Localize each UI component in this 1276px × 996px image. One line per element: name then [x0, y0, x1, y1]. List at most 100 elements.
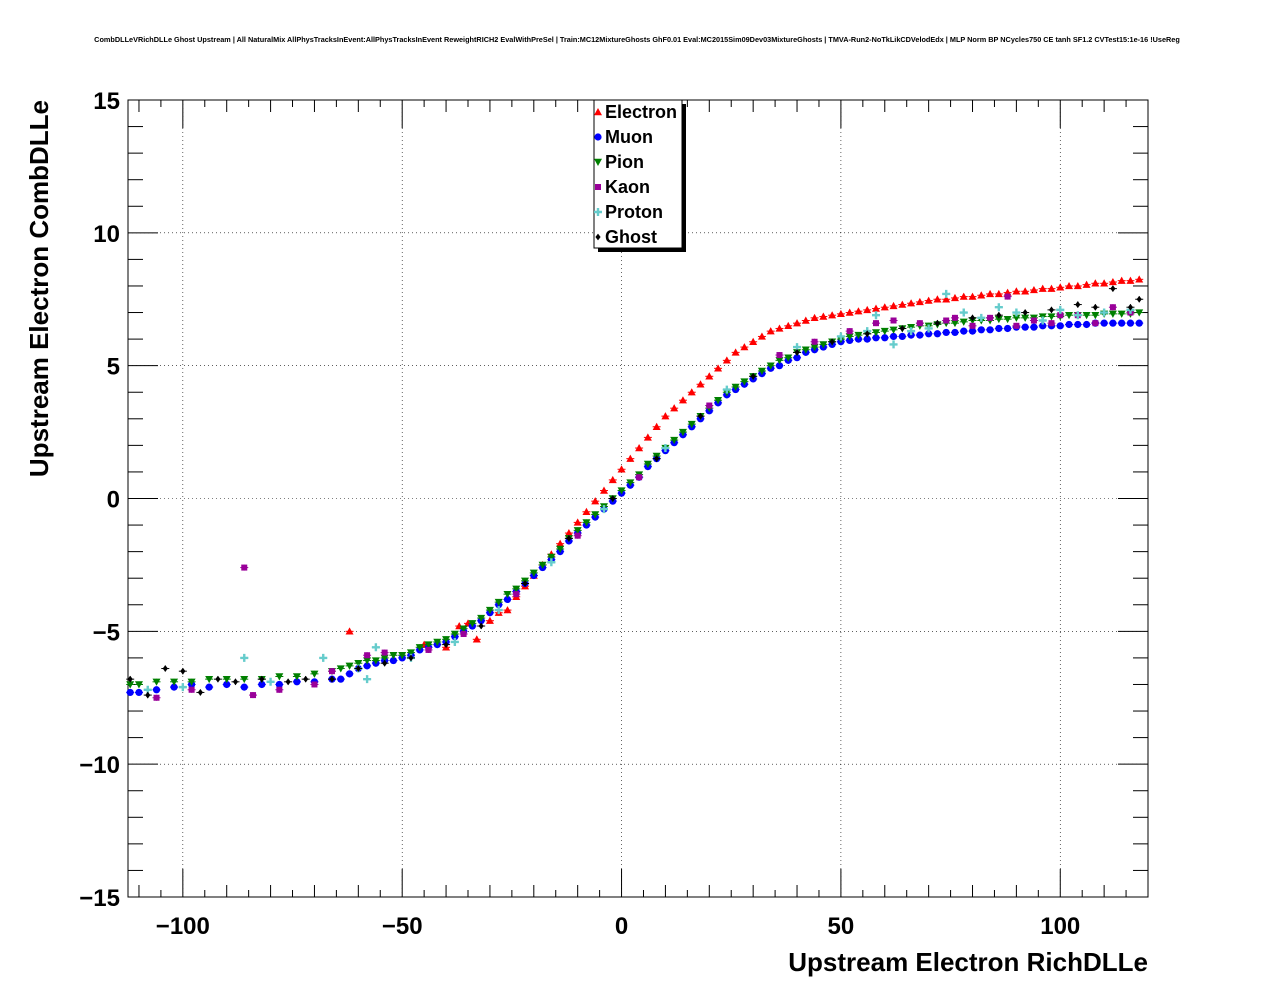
data-point-kaon — [951, 314, 958, 321]
data-point-pion — [424, 641, 433, 649]
data-point-electron — [1073, 281, 1082, 290]
data-point-electron — [472, 635, 481, 643]
data-point-electron — [801, 316, 810, 324]
data-point-ghost — [522, 580, 528, 587]
data-point-ghost — [996, 311, 1002, 319]
data-point-electron — [1108, 277, 1117, 286]
chart-title: CombDLLeVRichDLLe Ghost Upstream | All N… — [94, 35, 1180, 44]
data-point-kaon — [311, 681, 318, 688]
data-point-electron — [828, 311, 837, 319]
data-point-proton — [494, 606, 503, 615]
data-point-muon — [872, 334, 880, 342]
series-ghost — [126, 285, 1144, 699]
data-point-pion — [442, 636, 451, 644]
data-point-pion — [222, 675, 231, 684]
data-point-pion — [889, 326, 898, 334]
data-point-muon — [223, 680, 231, 689]
data-point-kaon — [1109, 304, 1116, 311]
data-point-ghost — [408, 654, 414, 662]
data-point-muon — [793, 354, 801, 362]
data-point-ghost — [1136, 295, 1142, 303]
data-point-muon — [1118, 319, 1126, 327]
legend-marker-proton — [594, 208, 602, 216]
data-point-muon — [1135, 319, 1143, 327]
data-point-ghost — [829, 338, 835, 346]
data-point-ghost — [654, 455, 660, 463]
data-point-electron — [345, 627, 354, 635]
data-point-electron — [1082, 280, 1091, 288]
data-point-pion — [994, 315, 1003, 324]
series-proton — [143, 289, 1135, 694]
legend-marker-ghost — [595, 233, 601, 241]
y-tick-label: −10 — [79, 752, 120, 779]
data-point-muon — [968, 327, 977, 335]
data-point-electron — [670, 404, 679, 412]
data-point-electron — [784, 321, 793, 330]
data-point-pion — [205, 675, 214, 684]
data-point-proton — [363, 675, 372, 684]
data-point-electron — [643, 433, 652, 441]
legend-label: Ghost — [605, 227, 657, 247]
data-point-pion — [1117, 310, 1126, 318]
data-point-muon — [1039, 322, 1047, 330]
data-point-kaon — [1057, 312, 1064, 319]
series-electron — [345, 275, 1144, 651]
data-point-muon — [775, 362, 784, 370]
data-point-kaon — [364, 652, 371, 659]
data-point-ghost — [1075, 301, 1081, 308]
data-point-electron — [722, 356, 731, 364]
data-point-electron — [503, 606, 512, 614]
y-tick-label: 15 — [93, 88, 120, 115]
data-point-ghost — [303, 675, 309, 683]
data-point-proton — [1038, 316, 1047, 325]
data-point-electron — [775, 324, 784, 332]
data-point-pion — [617, 487, 626, 495]
data-point-pion — [485, 606, 494, 615]
data-point-pion — [950, 319, 959, 328]
data-point-muon — [345, 670, 354, 678]
data-point-pion — [503, 590, 512, 599]
data-point-proton — [266, 677, 275, 686]
data-point-electron — [889, 301, 898, 310]
data-point-ghost — [127, 675, 133, 683]
data-point-kaon — [916, 320, 923, 327]
data-point-electron — [617, 465, 626, 473]
data-point-pion — [292, 673, 301, 681]
data-point-ghost — [934, 319, 941, 327]
data-point-ghost — [697, 412, 704, 420]
data-point-pion — [1012, 314, 1021, 322]
data-point-muon — [275, 680, 283, 689]
data-point-pion — [810, 343, 819, 352]
data-point-kaon — [1048, 320, 1055, 327]
data-point-electron — [678, 396, 687, 404]
data-point-muon — [1030, 323, 1038, 331]
data-point-electron — [950, 293, 959, 302]
data-point-kaon — [250, 692, 257, 699]
data-point-electron — [749, 337, 758, 345]
data-point-electron — [1029, 285, 1038, 294]
data-point-electron — [740, 343, 749, 351]
data-point-electron — [907, 299, 916, 307]
data-point-electron — [582, 507, 591, 515]
data-point-electron — [933, 295, 942, 303]
legend-label: Proton — [605, 202, 663, 222]
data-point-pion — [740, 378, 749, 386]
data-point-kaon — [1030, 317, 1037, 324]
data-point-pion — [784, 354, 793, 362]
data-point-pion — [1082, 311, 1091, 320]
data-point-pion — [459, 625, 468, 633]
data-point-electron — [915, 297, 924, 306]
data-point-muon — [1056, 322, 1064, 330]
data-point-electron — [600, 486, 608, 494]
data-point-kaon — [811, 338, 818, 345]
data-point-pion — [275, 673, 284, 681]
data-point-muon — [1082, 320, 1091, 329]
data-point-electron — [731, 348, 740, 356]
data-point-kaon — [776, 352, 783, 359]
data-point-proton — [924, 324, 933, 333]
legend-entry-pion: Pion — [594, 152, 644, 172]
grid-lines — [128, 100, 1148, 897]
data-point-kaon — [890, 317, 897, 324]
data-point-proton — [1073, 311, 1082, 320]
legend-label: Pion — [605, 152, 644, 172]
